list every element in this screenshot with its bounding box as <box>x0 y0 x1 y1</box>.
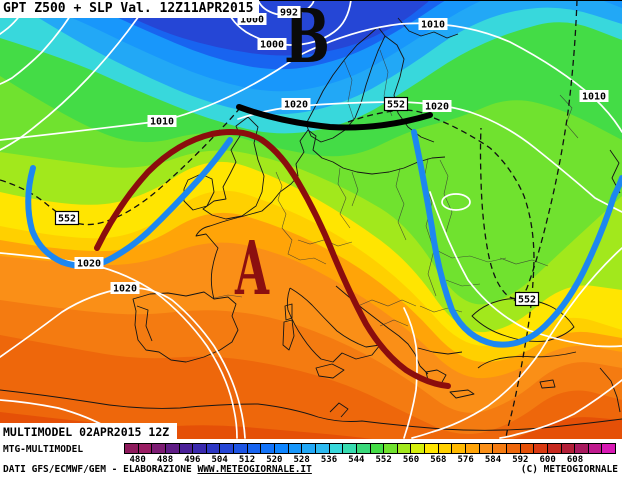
height-contour-label: 552 <box>54 210 80 226</box>
colorbar-tick-label: 512 <box>238 455 256 465</box>
colorbar-tick-label: 600 <box>539 455 556 465</box>
colorbar-cell <box>575 444 589 453</box>
country-borders <box>213 49 579 327</box>
isobar-label: 1020 <box>281 98 311 111</box>
submodel-label: MTG-MULTIMODEL <box>3 444 84 455</box>
colorbar-cell <box>315 444 330 453</box>
height-contour-label: 552 <box>383 96 409 112</box>
isobar-label: 1000 <box>257 38 287 51</box>
colorbar-cell <box>520 444 535 453</box>
colorbar-cell <box>588 444 603 453</box>
colorbar-tick-label: 560 <box>402 455 420 465</box>
svg-text:552: 552 <box>58 214 76 225</box>
front-lines <box>25 104 622 389</box>
colorbar-tick-label: 488 <box>156 455 174 465</box>
svg-text:1010: 1010 <box>421 20 445 31</box>
colorbar-cell <box>275 444 289 453</box>
colorbar-cell <box>547 444 562 453</box>
colorbar-tick-label: 568 <box>430 455 447 465</box>
colorbar-cell <box>138 444 153 453</box>
colorbar-tick-label: 584 <box>484 455 502 465</box>
colorbar-tick-label: 536 <box>320 455 338 465</box>
model-run-label: MULTIMODEL 02APR2015 12Z <box>0 423 178 441</box>
map-title: GPT Z500 + SLP Val. 12Z11APR2015 <box>0 0 260 18</box>
credit-line: DATI GFS/ECMWF/GEM - ELABORAZIONE WWW.ME… <box>3 464 312 475</box>
copyright-label: (C) METEOGIORNALE <box>520 464 618 475</box>
cold-front-blue-west <box>25 137 233 269</box>
cold-front-blue-east <box>411 129 622 348</box>
colorbar-cell <box>493 444 507 453</box>
svg-text:1010: 1010 <box>150 117 174 128</box>
colorbar-cell <box>466 444 480 453</box>
colorbar-tick-label: 480 <box>129 455 146 465</box>
isobar-label: 1010 <box>579 90 609 103</box>
svg-text:1020: 1020 <box>425 102 449 113</box>
colorbar-cell <box>206 444 221 453</box>
colorbar-cell <box>179 444 194 453</box>
colorbar-cell <box>302 444 316 453</box>
colorbar-tick-label: 520 <box>266 455 283 465</box>
colorbar-cell <box>411 444 426 453</box>
colorbar-cell <box>534 444 548 453</box>
colorbar-cell <box>261 444 276 453</box>
svg-text:1020: 1020 <box>113 284 137 295</box>
colorbar-tick-label: 528 <box>293 455 310 465</box>
svg-text:1000: 1000 <box>260 40 284 51</box>
colorbar-cell <box>425 444 439 453</box>
isoline-labels: 992 1000 1000 1010 1010 1010 1020 1020 1020 1020 5… <box>54 6 609 307</box>
isobar-label: 1010 <box>147 115 177 128</box>
height-contour-label: 552 <box>514 291 540 307</box>
colorbar-tick-label: 576 <box>457 455 474 465</box>
colorbar-cell <box>125 444 139 453</box>
colorbar-tick-label: 552 <box>375 455 392 465</box>
colorbar-cell <box>234 444 248 453</box>
meteogiornale-link[interactable]: WWW.METEOGIORNALE.IT <box>197 464 312 475</box>
colorbar-cell <box>288 444 303 453</box>
colorbar-tick-label: 504 <box>211 455 228 465</box>
svg-text:1020: 1020 <box>284 100 308 111</box>
svg-text:552: 552 <box>387 100 405 111</box>
colorbar-tick-label: 608 <box>566 455 584 465</box>
colorbar-tick-label: 544 <box>348 455 365 465</box>
isobar-label: 1010 <box>418 18 448 31</box>
colorbar-tick-label: 496 <box>184 455 201 465</box>
colorbar-cell <box>152 444 166 453</box>
isobar-label: 1020 <box>422 100 452 113</box>
isobar-label: 1020 <box>74 257 104 270</box>
colorbar-cell <box>397 444 412 453</box>
occluded-front-black <box>236 104 433 131</box>
colorbar-cell <box>479 444 494 453</box>
svg-text:1020: 1020 <box>77 259 101 270</box>
colorbar-cell <box>370 444 385 453</box>
svg-text:1010: 1010 <box>582 92 606 103</box>
svg-text:552: 552 <box>518 295 536 306</box>
colorbar-cell <box>602 444 616 453</box>
colorbar-cell <box>165 444 180 453</box>
svg-text:1000: 1000 <box>240 15 264 26</box>
colorbar-cell <box>561 444 576 453</box>
isobar-label: 1020 <box>110 282 140 295</box>
credit-text: DATI GFS/ECMWF/GEM - ELABORAZIONE <box>3 464 198 475</box>
svg-text:992: 992 <box>280 8 298 19</box>
colorbar-cell <box>356 444 371 453</box>
warm-front-dark-red <box>94 129 451 389</box>
colorbar-cell <box>343 444 357 453</box>
colorbar-cell <box>247 444 262 453</box>
geopotential-colorbar <box>124 443 616 454</box>
colorbar-cell <box>220 444 235 453</box>
colorbar-cell <box>193 444 207 453</box>
colorbar-cell <box>384 444 398 453</box>
colorbar-cell <box>506 444 521 453</box>
high-pressure-letter: A <box>234 226 270 312</box>
colorbar-tick-label: 592 <box>512 455 529 465</box>
isobar-label: 992 <box>277 6 301 19</box>
colorbar-cell <box>452 444 467 453</box>
colorbar-cell <box>329 444 344 453</box>
colorbar-cell <box>438 444 453 453</box>
